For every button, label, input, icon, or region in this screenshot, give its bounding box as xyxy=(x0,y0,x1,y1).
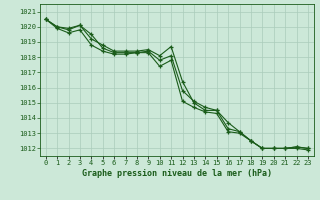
X-axis label: Graphe pression niveau de la mer (hPa): Graphe pression niveau de la mer (hPa) xyxy=(82,169,272,178)
